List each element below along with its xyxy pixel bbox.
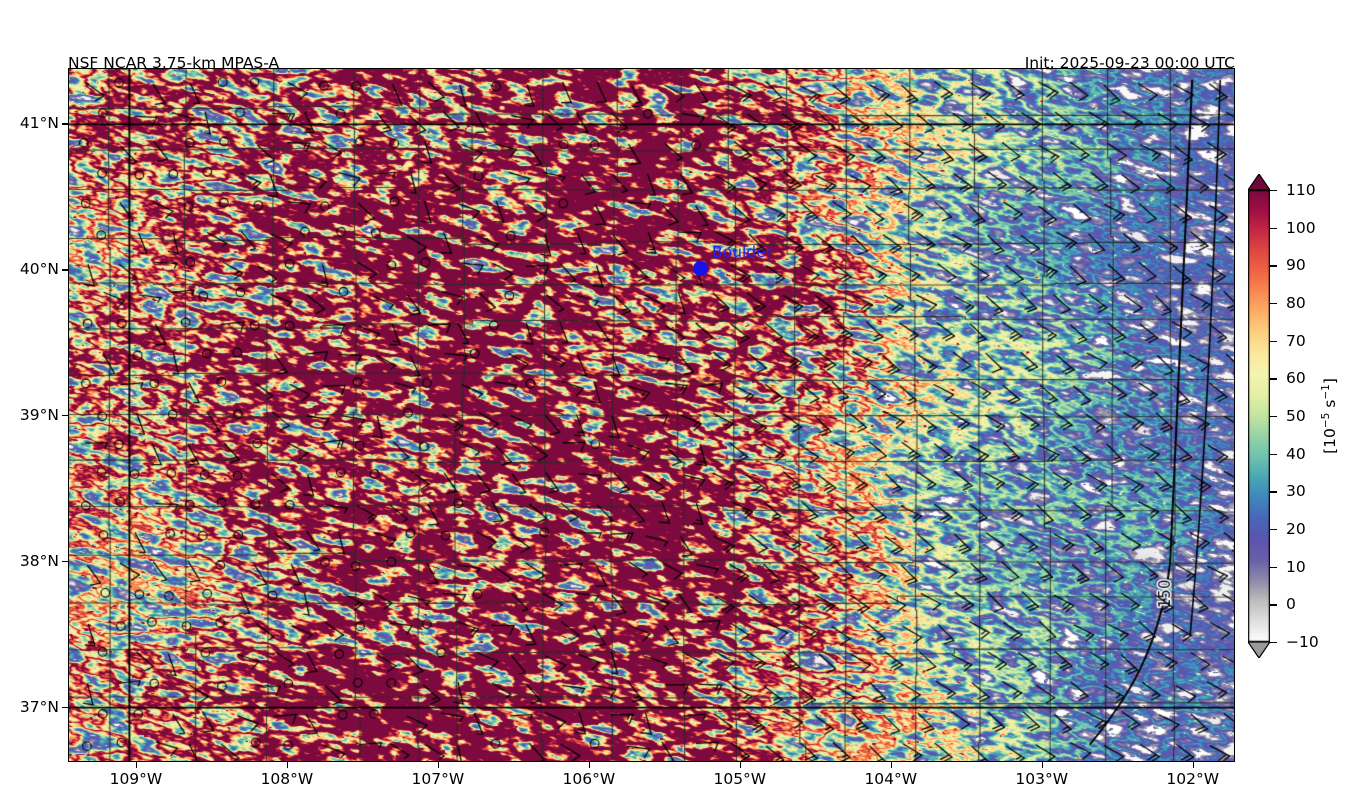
colorbar-tick — [1270, 227, 1277, 230]
colorbar-tick — [1270, 340, 1277, 343]
x-axis-tick-label: 108°W — [260, 770, 314, 788]
colorbar-tick-label: 0 — [1286, 595, 1296, 614]
y-axis-tick — [62, 560, 68, 563]
x-axis-tick — [1192, 762, 1195, 768]
colorbar-tick — [1270, 303, 1277, 305]
colorbar-tick-label: 40 — [1286, 444, 1306, 463]
y-axis-tick-label: 40°N — [19, 260, 59, 279]
colorbar-tick-label: 10 — [1286, 557, 1306, 576]
colorbar-tick-label: 80 — [1286, 294, 1306, 312]
x-axis-tick — [890, 762, 893, 768]
colorbar-tick-label: 30 — [1286, 482, 1306, 501]
colorbar-tick-label: 110 — [1286, 181, 1316, 199]
colorbar-tick — [1270, 604, 1277, 606]
colorbar — [1248, 174, 1270, 658]
x-axis-tick — [1041, 762, 1044, 768]
x-axis-tick-label: 106°W — [562, 770, 616, 788]
colorbar-tick-label: 20 — [1286, 520, 1306, 538]
y-axis-tick — [62, 269, 68, 271]
colorbar-tick — [1270, 190, 1277, 192]
colorbar-tick-label: 100 — [1286, 218, 1316, 237]
y-axis-tick — [62, 415, 68, 417]
colorbar-tick — [1270, 529, 1277, 531]
map-overlay-canvas — [69, 69, 1234, 761]
x-axis-tick — [135, 762, 138, 768]
y-axis-tick — [62, 123, 68, 125]
colorbar-tick — [1270, 416, 1277, 418]
colorbar-tick — [1270, 566, 1277, 569]
x-axis-tick-label: 109°W — [109, 770, 163, 788]
y-axis-tick-label: 39°N — [19, 406, 59, 424]
x-axis-tick — [739, 762, 742, 768]
y-axis-tick — [62, 706, 68, 708]
map-plot-area: Boulder — [68, 68, 1235, 762]
colorbar-tick-label: 90 — [1286, 256, 1306, 275]
y-axis-tick-label: 38°N — [19, 551, 59, 570]
colorbar-title: [10−5 s−1] — [1319, 378, 1339, 454]
colorbar-extend-max-icon — [1248, 174, 1270, 190]
colorbar-extend-min-icon — [1248, 642, 1270, 658]
x-axis-tick-label: 102°W — [1166, 770, 1220, 788]
colorbar-tick-label: 70 — [1286, 331, 1306, 350]
colorbar-tick-label: −10 — [1286, 633, 1319, 651]
model-title: NSF NCAR 3.75-km MPAS-A — [68, 54, 280, 72]
colorbar-tick-label: 50 — [1286, 407, 1306, 425]
y-axis-tick-label: 41°N — [19, 114, 59, 133]
boulder-marker-icon — [692, 260, 708, 276]
x-axis-tick — [588, 762, 591, 768]
x-axis-tick-label: 103°W — [1015, 770, 1069, 788]
y-axis-tick-label: 37°N — [19, 697, 59, 716]
colorbar-tick — [1270, 642, 1277, 644]
colorbar-tick — [1270, 265, 1277, 267]
colorbar-tick — [1270, 378, 1277, 380]
x-axis-tick-label: 107°W — [411, 770, 465, 788]
x-axis-tick — [286, 762, 289, 768]
boulder-label: Boulder — [712, 243, 773, 261]
x-axis-tick — [437, 762, 440, 768]
colorbar-tick — [1270, 491, 1277, 493]
colorbar-tick-label: 60 — [1286, 369, 1306, 388]
colorbar-tick — [1270, 453, 1277, 456]
init-time: Init: 2025-09-23 00:00 UTC — [1024, 54, 1235, 72]
x-axis-tick-label: 104°W — [864, 770, 918, 788]
x-axis-tick-label: 105°W — [713, 770, 767, 788]
